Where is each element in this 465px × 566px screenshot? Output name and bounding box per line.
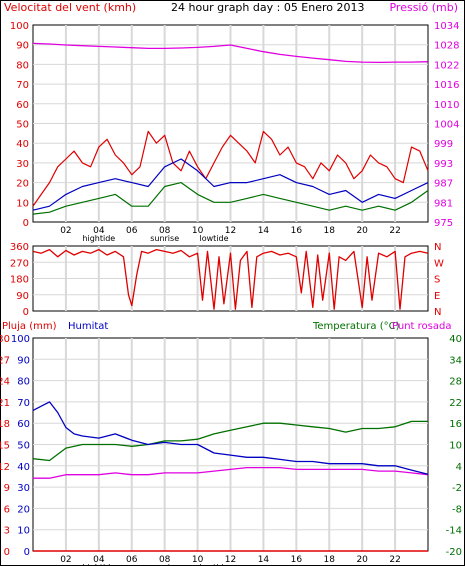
rain-tick-label: 18 bbox=[0, 419, 10, 430]
climate-hour-label: 18 bbox=[324, 555, 336, 565]
wind-tick-label: 100 bbox=[10, 21, 29, 32]
temperature-tick-label: 34 bbox=[449, 355, 462, 366]
temperature-label: Temperatura (°C) bbox=[312, 321, 400, 332]
wind-tick-label: 60 bbox=[16, 100, 29, 111]
pressure-tick-label: 1022 bbox=[434, 60, 459, 71]
humidity-label: Humitat bbox=[68, 321, 108, 332]
header-wind-label: Velocitat del vent (kmh) bbox=[4, 1, 136, 14]
header-pressure-label: Pressió (mb) bbox=[389, 1, 458, 14]
climate-hour-label: 16 bbox=[291, 555, 303, 565]
rain-tick-label: 9 bbox=[4, 483, 10, 494]
wind-tide-label: lowtide bbox=[200, 234, 229, 243]
compass-tick-label: S bbox=[434, 275, 440, 286]
direction-tick-label: 270 bbox=[10, 258, 29, 269]
wind-tick-label: 10 bbox=[16, 198, 29, 209]
temperature-tick-label: -2 bbox=[452, 483, 462, 494]
temperature-tick-label: 4 bbox=[456, 462, 462, 473]
humidity-tick-label: 40 bbox=[17, 462, 30, 473]
climate-hour-label: 02 bbox=[60, 555, 71, 565]
wind-hour-label: 22 bbox=[389, 226, 400, 236]
rain-tick-label: 12 bbox=[0, 462, 10, 473]
rain-tick-label: 6 bbox=[4, 504, 10, 515]
wind-hour-label: 18 bbox=[324, 226, 336, 236]
humidity-tick-label: 60 bbox=[17, 419, 30, 430]
direction-tick-label: 0 bbox=[23, 307, 29, 318]
wind-tide-label: hightide bbox=[82, 234, 115, 243]
compass-tick-label: N bbox=[434, 242, 441, 253]
humidity-tick-label: 70 bbox=[17, 398, 30, 409]
rain-humidity-temperature-panel: 0369121518212427300102030405060708090100… bbox=[0, 334, 462, 566]
pressure-tick-label: 1010 bbox=[434, 100, 459, 111]
pressure-tick-label: 999 bbox=[434, 139, 453, 150]
pressure-tick-label: 1016 bbox=[434, 80, 459, 91]
rain-tick-label: 0 bbox=[4, 547, 10, 558]
wind-tick-label: 70 bbox=[16, 80, 29, 91]
pressure-tick-label: 1034 bbox=[434, 21, 459, 32]
temperature-tick-label: 16 bbox=[449, 419, 462, 430]
compass-tick-label: E bbox=[434, 291, 440, 302]
humidity-tick-label: 0 bbox=[24, 547, 30, 558]
wind-tide-label: sunrise bbox=[150, 234, 179, 243]
humidity-tick-label: 20 bbox=[17, 504, 30, 515]
temperature-tick-label: 22 bbox=[449, 398, 462, 409]
humidity-tick-label: 10 bbox=[17, 526, 30, 537]
pressure-tick-label: 981 bbox=[434, 198, 453, 209]
direction-tick-label: 180 bbox=[10, 275, 29, 286]
humidity-tick-label: 30 bbox=[17, 483, 30, 494]
humidity-tick-label: 90 bbox=[17, 355, 30, 366]
wind-hour-label: 16 bbox=[291, 226, 303, 236]
temperature-tick-label: -14 bbox=[446, 526, 462, 537]
climate-hour-label: 20 bbox=[356, 555, 368, 565]
wind-tick-label: 20 bbox=[16, 179, 29, 190]
rain-tick-label: 30 bbox=[0, 334, 10, 345]
dewpoint-label: Punt rosada bbox=[392, 321, 451, 332]
climate-hour-label: 14 bbox=[258, 555, 270, 565]
rain-tick-label: 21 bbox=[0, 398, 10, 409]
rain-tick-label: 27 bbox=[0, 355, 10, 366]
pressure-tick-label: 1004 bbox=[434, 120, 459, 131]
wind-tick-label: 50 bbox=[16, 120, 29, 131]
wind-tick-label: 40 bbox=[16, 139, 29, 150]
temperature-tick-label: 28 bbox=[449, 377, 462, 388]
wind-hour-label: 02 bbox=[60, 226, 71, 236]
wind-hour-label: 14 bbox=[258, 226, 270, 236]
pressure-tick-label: 1028 bbox=[434, 41, 459, 52]
wind-tick-label: 0 bbox=[23, 218, 29, 229]
rain-label: Pluja (mm) bbox=[2, 321, 57, 332]
rain-tick-label: 24 bbox=[0, 377, 10, 388]
wind-tick-label: 30 bbox=[16, 159, 29, 170]
compass-tick-label: W bbox=[434, 258, 444, 269]
wind-hour-label: 20 bbox=[356, 226, 368, 236]
wind-pressure-panel: 0 10 20 30 40 50 60 70 80 90 100 975 981 987 993 999 100… bbox=[10, 21, 460, 243]
direction-tick-label: 90 bbox=[16, 291, 29, 302]
wind-hour-label: 06 bbox=[126, 226, 138, 236]
humidity-tick-label: 80 bbox=[17, 377, 30, 388]
humidity-tick-label: 100 bbox=[11, 334, 30, 345]
climate-hour-label: 06 bbox=[126, 555, 138, 565]
pressure-tick-label: 975 bbox=[434, 218, 453, 229]
pressure-tick-label: 993 bbox=[434, 159, 453, 170]
direction-tick-label: 360 bbox=[10, 242, 29, 253]
rain-tick-label: 3 bbox=[4, 526, 10, 537]
header-title: 24 hour graph day : 05 Enero 2013 bbox=[171, 1, 365, 14]
temperature-tick-label: 40 bbox=[449, 334, 462, 345]
wind-tick-label: 90 bbox=[16, 41, 29, 52]
rain-tick-label: 15 bbox=[0, 441, 10, 452]
compass-tick-label: N bbox=[434, 307, 441, 318]
climate-hour-label: 22 bbox=[389, 555, 400, 565]
humidity-tick-label: 50 bbox=[17, 441, 30, 452]
wind-tick-label: 80 bbox=[16, 60, 29, 71]
temperature-tick-label: -8 bbox=[452, 504, 462, 515]
temperature-tick-label: 10 bbox=[449, 441, 462, 452]
temperature-tick-label: -20 bbox=[446, 547, 462, 558]
pressure-tick-label: 987 bbox=[434, 179, 453, 190]
